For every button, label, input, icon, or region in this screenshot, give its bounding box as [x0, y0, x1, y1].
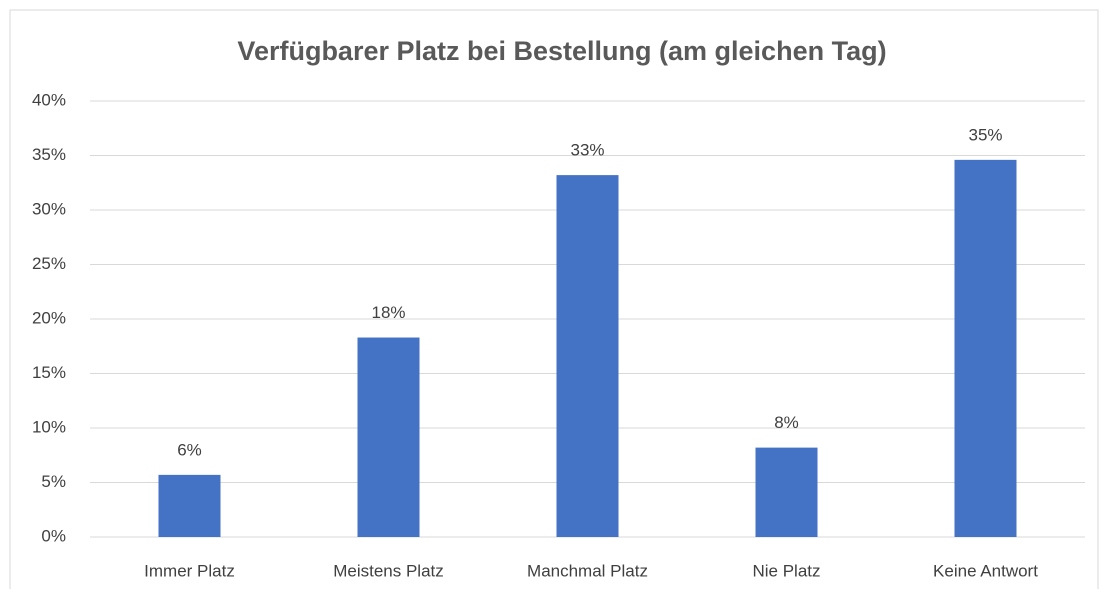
bar [755, 447, 818, 537]
data-label: 18% [371, 303, 405, 322]
x-tick-label: Nie Platz [752, 561, 820, 580]
y-tick-label: 5% [41, 472, 66, 491]
y-tick-label: 20% [32, 308, 66, 327]
bar [954, 159, 1017, 538]
y-tick-label: 25% [32, 254, 66, 273]
chart-frame [9, 9, 1099, 589]
x-tick-label: Manchmal Platz [527, 561, 648, 580]
data-label: 6% [177, 440, 202, 459]
x-tick-label: Keine Antwort [933, 561, 1038, 580]
y-tick-label: 40% [32, 90, 66, 109]
bar [158, 474, 221, 537]
y-tick-label: 15% [32, 363, 66, 382]
x-tick-label: Meistens Platz [333, 561, 444, 580]
y-tick-label: 30% [32, 199, 66, 218]
data-label: 33% [570, 141, 604, 160]
y-tick-label: 35% [32, 145, 66, 164]
bar [556, 175, 619, 537]
data-label: 8% [774, 413, 799, 432]
data-label: 35% [968, 125, 1002, 144]
x-tick-label: Immer Platz [144, 561, 235, 580]
y-tick-label: 0% [41, 526, 66, 545]
chart-title: Verfügbarer Platz bei Bestellung (am gle… [237, 36, 886, 66]
bar [357, 337, 420, 537]
y-tick-label: 10% [32, 417, 66, 436]
